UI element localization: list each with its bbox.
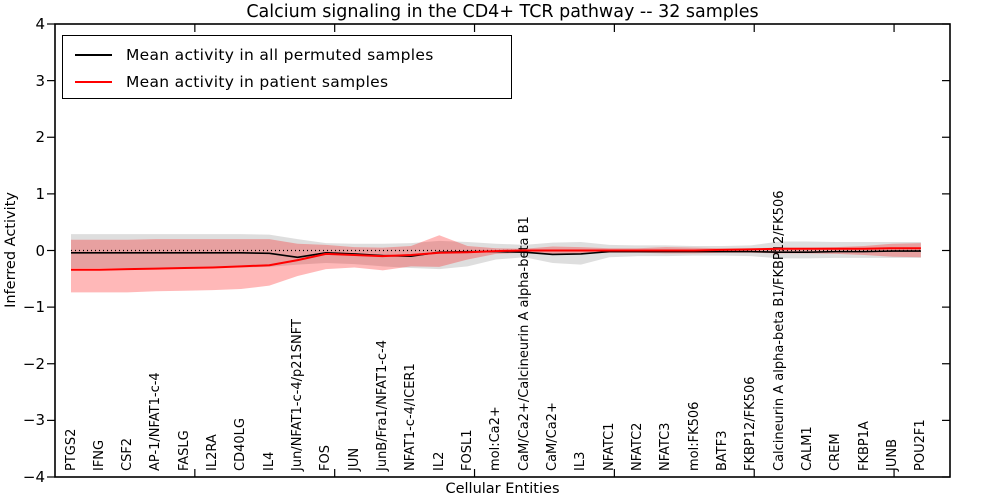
y-axis-label: Inferred Activity xyxy=(3,192,19,308)
y-tick-label: 0 xyxy=(35,241,45,260)
y-tick-label: 3 xyxy=(35,71,45,90)
legend-line-sample-permuted xyxy=(75,53,112,56)
y-tick-label: −1 xyxy=(22,298,45,317)
legend-line-sample-patient xyxy=(75,80,112,83)
chart-title: Calcium signaling in the CD4+ TCR pathwa… xyxy=(246,2,759,22)
y-tick-label: −4 xyxy=(22,468,45,486)
x-axis-label: Cellular Entities xyxy=(445,481,560,497)
legend-item-permuted: Mean activity in all permuted samples xyxy=(63,41,511,68)
legend-label-permuted: Mean activity in all permuted samples xyxy=(126,45,434,64)
y-tick-label: −2 xyxy=(22,354,45,373)
legend: Mean activity in all permuted samples Me… xyxy=(62,35,512,99)
y-tick-label: 4 xyxy=(35,15,45,33)
y-tick-label: 1 xyxy=(35,184,45,203)
mean-line-patient xyxy=(71,247,921,271)
legend-label-patient: Mean activity in patient samples xyxy=(126,72,389,91)
legend-item-patient: Mean activity in patient samples xyxy=(63,68,511,95)
y-tick-label: 2 xyxy=(35,128,45,147)
y-tick-label: −3 xyxy=(22,411,45,430)
